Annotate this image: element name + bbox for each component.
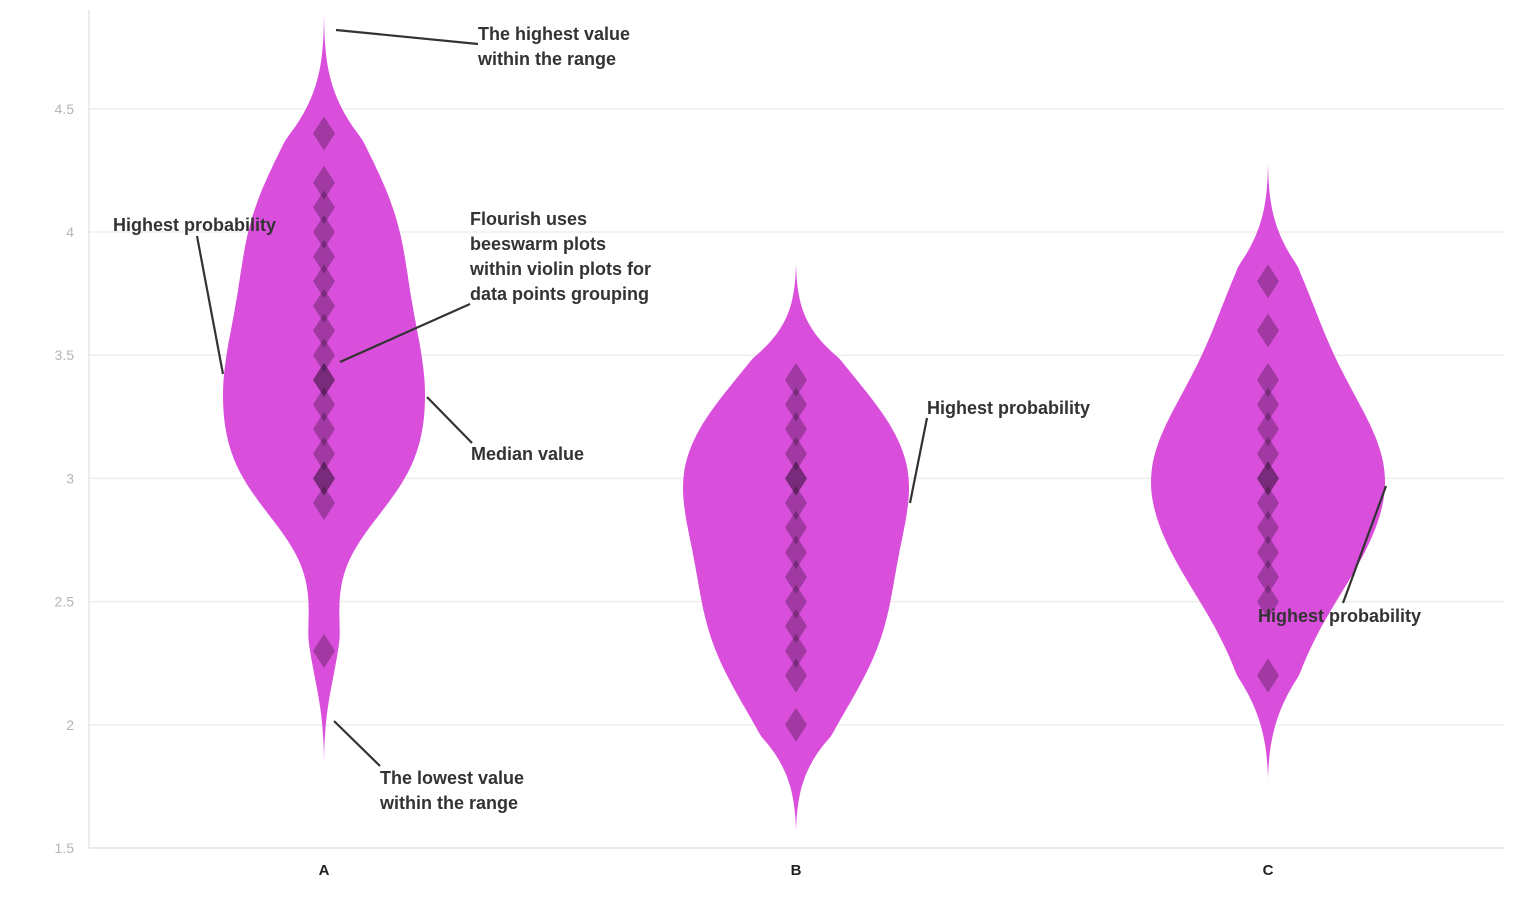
data-point (785, 510, 807, 545)
annotation: Highest probability (113, 215, 276, 375)
data-point (1257, 313, 1279, 348)
data-point (313, 461, 335, 496)
data-point (785, 633, 807, 668)
annotation-text: The highest value (478, 24, 630, 44)
data-point (1257, 559, 1279, 594)
data-point (785, 609, 807, 644)
annotation-text: data points grouping (470, 284, 649, 304)
data-point (785, 461, 807, 496)
violin-c (1151, 163, 1385, 779)
violins (223, 15, 1385, 831)
data-point (313, 239, 335, 274)
annotation-text: Median value (471, 444, 584, 464)
data-point (313, 190, 335, 225)
annotation-text: Flourish uses (470, 209, 587, 229)
data-point (313, 264, 335, 299)
data-point (785, 535, 807, 570)
annotation-leader-line (195, 235, 225, 375)
data-point (1257, 486, 1279, 521)
data-point (785, 387, 807, 422)
annotation-text: Highest probability (927, 398, 1090, 418)
x-axis: A B C (89, 847, 1504, 879)
data-point (313, 362, 335, 397)
annotation-text: within the range (477, 49, 616, 69)
data-point (313, 412, 335, 447)
data-point (785, 584, 807, 619)
data-point (1257, 362, 1279, 397)
x-tick-label: C (1263, 862, 1274, 879)
data-point (785, 436, 807, 471)
y-axis: 1.5 2 2.5 3 3.5 4 4.5 (55, 10, 90, 856)
annotation-leader-line (335, 28, 479, 46)
x-tick-label: A (319, 862, 330, 879)
data-point (1257, 658, 1279, 693)
data-point (1257, 584, 1279, 619)
violin-b (683, 264, 909, 831)
data-point (313, 165, 335, 200)
y-tick-label: 4.5 (55, 101, 75, 117)
data-point (1257, 510, 1279, 545)
data-point (1257, 461, 1279, 496)
y-tick-label: 2.5 (55, 594, 75, 610)
x-tick-label: B (791, 862, 802, 879)
data-point (313, 215, 335, 249)
annotation-text: beeswarm plots (470, 234, 606, 254)
data-point (785, 658, 807, 693)
data-point (1257, 412, 1279, 447)
beeswarm-points (313, 116, 1279, 742)
data-point (313, 486, 335, 521)
data-point (313, 313, 335, 348)
data-point (313, 633, 335, 668)
annotation: The lowest value within the range (333, 720, 524, 813)
data-point (1257, 461, 1279, 496)
data-point (785, 412, 807, 447)
y-tick-label: 4 (66, 224, 74, 240)
annotation-leader-line (1341, 485, 1388, 604)
data-point (313, 116, 335, 151)
y-tick-label: 2 (66, 717, 74, 733)
data-point (313, 288, 335, 323)
annotation-text: Highest probability (1258, 606, 1421, 626)
data-point (785, 362, 807, 397)
data-point (313, 436, 335, 471)
annotation: Flourish uses beeswarm plots within violin… (339, 209, 651, 364)
y-tick-label: 3 (66, 470, 74, 486)
data-point (785, 486, 807, 521)
annotation: Median value (426, 396, 584, 464)
annotation-leader-line (426, 396, 473, 444)
data-point (313, 387, 335, 422)
violin-a (223, 15, 425, 762)
annotation-text: within violin plots for (469, 259, 651, 279)
annotation-leader-line (908, 417, 929, 504)
data-point (785, 707, 807, 742)
data-point (1257, 535, 1279, 570)
data-point (1257, 264, 1279, 299)
annotation-text: Highest probability (113, 215, 276, 235)
data-point (1257, 387, 1279, 422)
data-point (313, 338, 335, 373)
y-tick-label: 3.5 (55, 347, 75, 363)
annotations: The highest value within the range Highest… (113, 24, 1421, 813)
y-tick-label: 1.5 (55, 840, 75, 856)
data-point (313, 362, 335, 397)
annotation-leader-line (333, 720, 381, 767)
data-point (313, 461, 335, 496)
data-point (785, 461, 807, 496)
annotation-text: within the range (379, 793, 518, 813)
annotation-leader-line (339, 302, 471, 364)
data-point (785, 559, 807, 594)
annotation: Highest probability (908, 398, 1090, 504)
annotation: The highest value within the range (335, 24, 630, 69)
annotation: Highest probability (1258, 485, 1421, 626)
data-point (1257, 436, 1279, 471)
annotation-text: The lowest value (380, 768, 524, 788)
